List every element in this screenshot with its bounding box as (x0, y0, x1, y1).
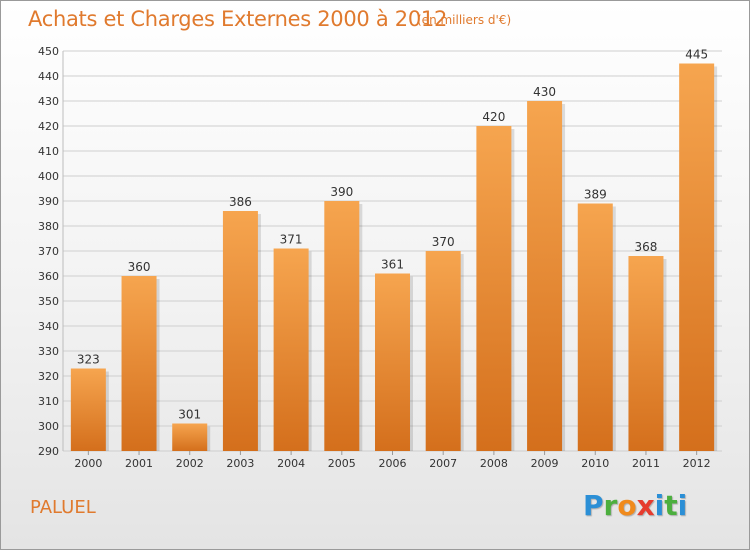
y-tick-label: 290 (38, 445, 59, 458)
data-label-2009: 430 (533, 85, 556, 99)
x-tick-label-2010: 2010 (581, 457, 609, 470)
x-tick-label-2011: 2011 (632, 457, 660, 470)
y-tick-label: 370 (38, 245, 59, 258)
bar-2004 (273, 248, 309, 451)
y-tick-label: 360 (38, 270, 59, 283)
data-label-2003: 386 (229, 195, 252, 209)
x-tick-label-2012: 2012 (683, 457, 711, 470)
x-tick-label-2006: 2006 (379, 457, 407, 470)
x-tick-label-2002: 2002 (176, 457, 204, 470)
logo-letter: x (636, 489, 655, 522)
data-label-2007: 370 (432, 235, 455, 249)
bar-2005 (324, 201, 360, 451)
y-tick-label: 390 (38, 195, 59, 208)
y-tick-label: 310 (38, 395, 59, 408)
bar-2003 (222, 211, 258, 451)
data-label-2011: 368 (635, 240, 658, 254)
y-tick-label: 440 (38, 70, 59, 83)
bar-2012 (679, 63, 715, 451)
x-tick-label-2004: 2004 (277, 457, 305, 470)
data-label-2000: 323 (77, 353, 100, 367)
commune-name: PALUEL (30, 497, 96, 518)
y-tick-label: 450 (38, 45, 59, 58)
x-tick-label-2009: 2009 (531, 457, 559, 470)
x-tick-label-2001: 2001 (125, 457, 153, 470)
chart-title: Achats et Charges Externes 2000 à 2012 (28, 7, 448, 31)
y-tick-label: 300 (38, 420, 59, 433)
data-label-2004: 371 (280, 233, 303, 247)
y-tick-label: 430 (38, 95, 59, 108)
data-label-2001: 360 (128, 260, 151, 274)
y-tick-label: 350 (38, 295, 59, 308)
data-label-2012: 445 (685, 48, 708, 62)
data-label-2008: 420 (482, 110, 505, 124)
y-tick-label: 320 (38, 370, 59, 383)
x-tick-label-2005: 2005 (328, 457, 356, 470)
y-tick-label: 410 (38, 145, 59, 158)
x-tick-label-2000: 2000 (74, 457, 102, 470)
bar-2010 (577, 203, 613, 451)
bar-2007 (425, 251, 461, 451)
x-tick-label-2003: 2003 (226, 457, 254, 470)
y-tick-label: 380 (38, 220, 59, 233)
logo-letter: o (617, 489, 637, 522)
data-label-2005: 390 (330, 185, 353, 199)
data-labels: 323 360 301 386 371 390 361 370 420 430 389 368 445 (77, 48, 708, 422)
x-axis-ticks: 2000 2001 2002 2003 2004 2005 2006 2007 2008 2009… (74, 451, 711, 470)
x-tick-label-2008: 2008 (480, 457, 508, 470)
chart-subtitle: (en milliers d'€) (417, 13, 512, 27)
data-label-2002: 301 (178, 408, 201, 422)
data-label-2006: 361 (381, 258, 404, 272)
bar-2011 (628, 256, 664, 451)
y-tick-label: 340 (38, 320, 59, 333)
logo-letter: i (677, 489, 688, 522)
logo-letter: t (664, 489, 678, 522)
logo-letter: r (603, 489, 618, 522)
bar-2000 (70, 368, 106, 451)
x-tick-label-2007: 2007 (429, 457, 457, 470)
bars (70, 63, 718, 451)
bar-2001 (121, 276, 157, 451)
y-tick-label: 330 (38, 345, 59, 358)
y-tick-label: 400 (38, 170, 59, 183)
y-axis-ticks: 290 300 310 320 330 340 350 360 370 380 390 400 410 4… (38, 45, 59, 458)
proxiti-logo: Proxiti (583, 489, 687, 522)
logo-letter: P (583, 489, 604, 522)
bar-2008 (476, 126, 512, 451)
bar-2006 (375, 273, 410, 451)
bar-2009 (527, 101, 563, 451)
data-label-2010: 389 (584, 188, 607, 202)
y-tick-label: 420 (38, 120, 59, 133)
bar-2002 (172, 423, 208, 451)
logo-letter: i (654, 489, 665, 522)
